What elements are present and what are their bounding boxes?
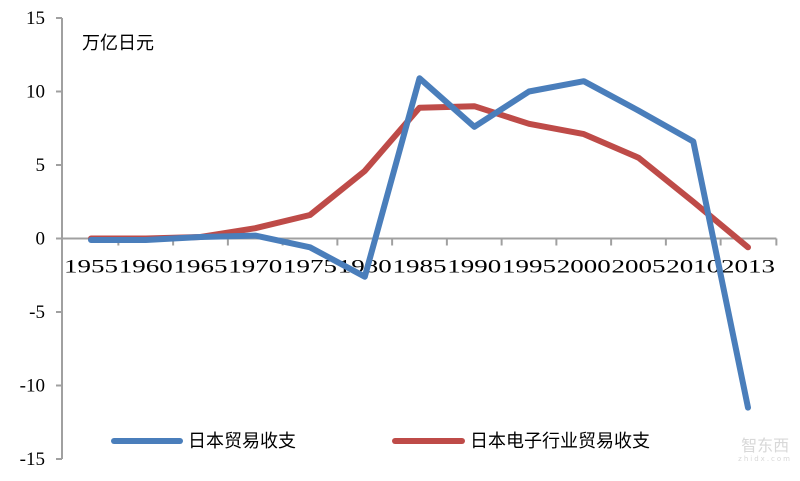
x-tick-label: 2000 [557, 257, 611, 278]
unit-label: 万亿日元 [82, 33, 154, 54]
y-tick-label: -15 [20, 449, 45, 470]
legend-item-trade-balance: 日本贸易收支 [111, 431, 296, 452]
x-tick-label: 1960 [119, 257, 173, 278]
x-tick-label: 2005 [612, 257, 666, 278]
watermark: 智东西 zhidx.com [738, 438, 792, 463]
legend: 日本贸易收支 日本电子行业贸易收支 [111, 431, 650, 452]
y-tick-label: 5 [36, 155, 46, 176]
x-tick-label: 1985 [393, 257, 447, 278]
series-line-electronics-trade-balance [88, 103, 751, 251]
series-line-trade-balance [88, 75, 751, 411]
watermark-sub: zhidx.com [738, 455, 792, 463]
legend-label-electronics-trade-balance: 日本电子行业贸易收支 [470, 431, 650, 452]
y-tick-label: 10 [26, 82, 45, 103]
x-tick-label: 2010 [666, 257, 720, 278]
x-tick-label: 2013 [721, 257, 775, 278]
legend-item-electronics-trade-balance: 日本电子行业贸易收支 [392, 431, 650, 452]
legend-label-trade-balance: 日本贸易收支 [188, 431, 296, 452]
x-tick-label: 1970 [228, 257, 282, 278]
x-tick-label: 1995 [502, 257, 556, 278]
x-tick-label: 1975 [283, 257, 337, 278]
y-tick-label: 0 [36, 229, 46, 250]
series-layer [88, 75, 751, 411]
x-tick-label: 1965 [174, 257, 228, 278]
watermark-text: 智东西 [741, 436, 790, 455]
y-tick-label: -5 [29, 302, 45, 323]
y-tick-label: 15 [26, 8, 45, 29]
x-tick-label: 1955 [64, 257, 118, 278]
y-axis: 15 10 5 0 -5 -10 -15 [20, 8, 63, 470]
x-axis: 1955 1960 1965 1970 1975 1980 1985 1990 1995 2000… [62, 237, 778, 278]
x-tick-label: 1990 [447, 257, 501, 278]
y-tick-label: -10 [20, 376, 45, 397]
